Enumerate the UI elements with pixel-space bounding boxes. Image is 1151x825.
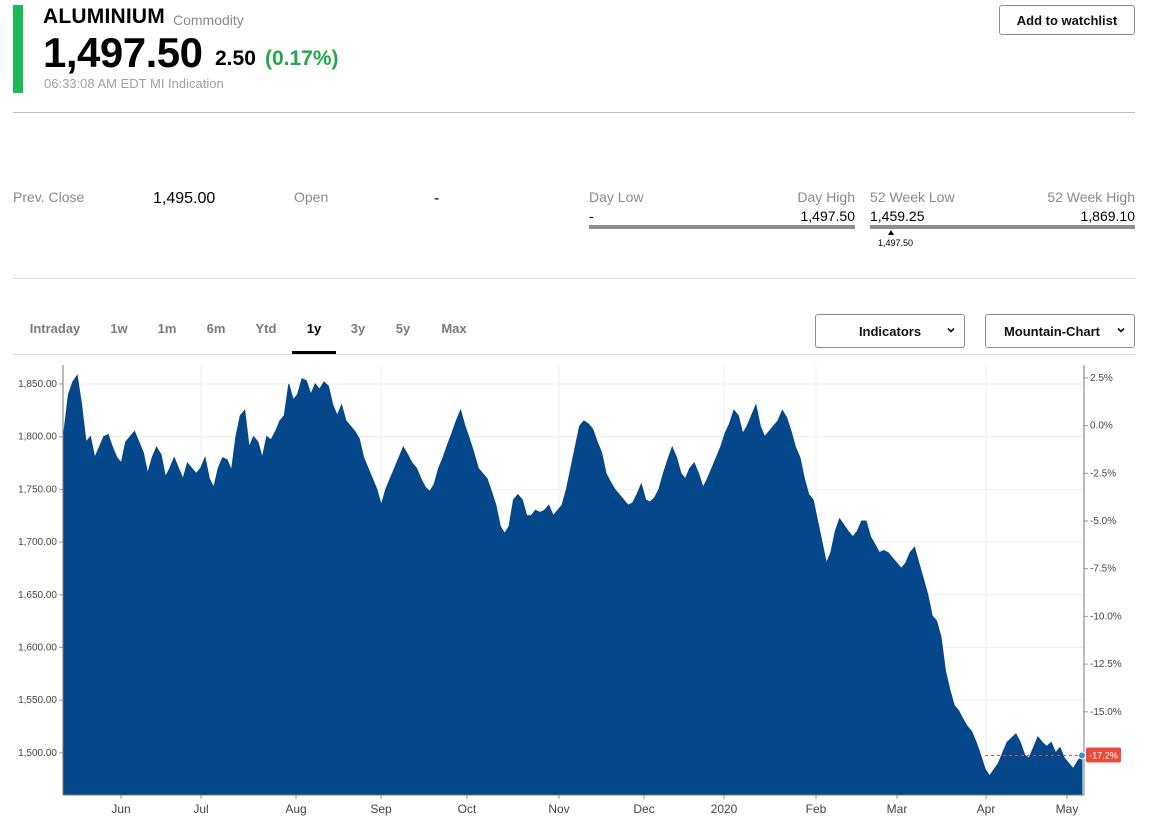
day-range-bar xyxy=(589,225,855,229)
prev-close-label: Prev. Close xyxy=(13,189,85,205)
x-tick-label: Jun xyxy=(111,802,130,816)
tab-max[interactable]: Max xyxy=(441,321,467,336)
last-price: 1,497.50 xyxy=(43,29,203,76)
current-value-tag-label: -17.2% xyxy=(1089,750,1118,760)
52-week-high-value: 1,869.10 xyxy=(1080,208,1136,224)
x-tick-label: Aug xyxy=(285,802,306,816)
x-tick-label: Sep xyxy=(370,802,392,816)
current-value-dot xyxy=(1078,751,1086,760)
mountain-chart-svg: 1,850.00 1,800.00 1,750.00 1,700.00 1,650.00… xyxy=(18,365,1122,816)
x-tick-label: Jul xyxy=(193,802,208,816)
quote-timestamp: 06:33:08 AM EDT MI Indication xyxy=(44,76,224,91)
price-change-percent: (0.17%) xyxy=(265,47,339,70)
divider xyxy=(13,278,1135,279)
instrument-name: ALUMINIUM xyxy=(43,5,165,28)
tabs-underline xyxy=(13,354,1135,355)
y-tick-label: 1,850.00 xyxy=(18,379,57,390)
y-tick-label: 1,700.00 xyxy=(18,537,57,548)
y2-tick-label: -10.0% xyxy=(1090,611,1122,622)
price-chart[interactable]: 1,850.00 1,800.00 1,750.00 1,700.00 1,650.00… xyxy=(0,360,1151,825)
52-week-high-label: 52 Week High xyxy=(1047,189,1135,205)
asset-type-label: Commodity xyxy=(173,12,244,28)
tab-1w[interactable]: 1w xyxy=(110,321,128,336)
price-area-series xyxy=(63,374,1083,796)
52-week-range-bar xyxy=(870,225,1135,229)
tab-ytd[interactable]: Ytd xyxy=(255,321,277,336)
x-tick-label: May xyxy=(1056,802,1079,816)
indicators-label: Indicators xyxy=(858,324,922,339)
y2-tick-label: -2.5% xyxy=(1090,468,1116,479)
tab-5y[interactable]: 5y xyxy=(395,321,411,336)
x-tick-label: 2020 xyxy=(711,802,738,816)
chart-type-dropdown[interactable]: Mountain-Chart xyxy=(985,314,1135,348)
x-tick-label: Mar xyxy=(887,802,908,816)
day-high-value: 1,497.50 xyxy=(800,208,856,224)
add-to-watchlist-button[interactable]: Add to watchlist xyxy=(999,5,1135,35)
prev-close-value: 1,495.00 xyxy=(153,190,216,207)
y-tick-label: 1,500.00 xyxy=(18,748,57,759)
y-tick-label: 1,650.00 xyxy=(18,590,57,601)
52-week-low-label: 52 Week Low xyxy=(870,189,955,205)
day-high-label: Day High xyxy=(797,189,855,205)
chevron-down-icon xyxy=(1117,327,1125,333)
y2-tick-label: -5.0% xyxy=(1090,516,1116,527)
y-tick-label: 1,800.00 xyxy=(18,432,57,443)
52-week-low-value: 1,459.25 xyxy=(870,208,925,224)
price-change: 2.50 xyxy=(215,47,256,70)
tab-1y[interactable]: 1y xyxy=(292,313,336,354)
x-tick-label: Oct xyxy=(458,802,477,816)
current-price-marker-icon xyxy=(888,230,894,235)
indicators-dropdown[interactable]: Indicators xyxy=(815,314,965,348)
x-tick-label: Nov xyxy=(548,802,569,816)
tab-6m[interactable]: 6m xyxy=(206,321,226,336)
open-label: Open xyxy=(294,189,329,205)
tab-3y[interactable]: 3y xyxy=(350,321,366,336)
y2-tick-label: -15.0% xyxy=(1090,707,1122,718)
x-tick-label: Feb xyxy=(806,802,827,816)
x-tick-label: Dec xyxy=(633,802,654,816)
tab-intraday[interactable]: Intraday xyxy=(29,321,81,336)
current-price-marker-value: 1,497.50 xyxy=(878,238,914,248)
y2-tick-label: 2.5% xyxy=(1090,373,1113,384)
x-tick-label: Apr xyxy=(977,802,996,816)
accent-bar xyxy=(13,5,23,93)
y2-tick-label: 0.0% xyxy=(1090,421,1113,432)
day-low-value: - xyxy=(589,208,594,224)
y-tick-label: 1,550.00 xyxy=(18,695,57,706)
y-tick-label: 1,750.00 xyxy=(18,484,57,495)
chart-type-label: Mountain-Chart xyxy=(1003,324,1101,339)
divider xyxy=(13,112,1135,113)
day-low-label: Day Low xyxy=(589,189,644,205)
y2-tick-label: -12.5% xyxy=(1090,659,1122,670)
tab-1m[interactable]: 1m xyxy=(157,321,177,336)
open-value: - xyxy=(434,190,440,207)
y-tick-label: 1,600.00 xyxy=(18,642,57,653)
chevron-down-icon xyxy=(947,327,955,333)
y2-tick-label: -7.5% xyxy=(1090,564,1116,575)
current-value-tag xyxy=(1086,747,1121,763)
